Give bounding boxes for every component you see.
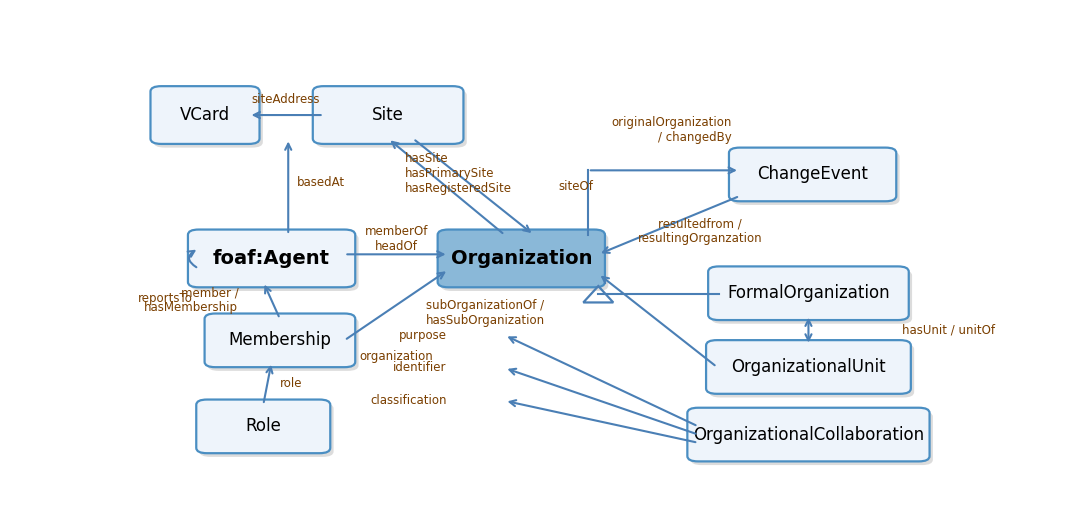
Text: Site: Site [373, 106, 404, 124]
Text: siteOf: siteOf [558, 180, 594, 193]
FancyBboxPatch shape [710, 344, 914, 397]
FancyBboxPatch shape [316, 90, 467, 147]
FancyBboxPatch shape [732, 151, 900, 205]
FancyBboxPatch shape [150, 86, 260, 144]
Text: VCard: VCard [180, 106, 230, 124]
Text: ChangeEvent: ChangeEvent [757, 165, 868, 184]
FancyBboxPatch shape [729, 147, 897, 201]
Text: subOrganizationOf /
hasSubOrganization: subOrganizationOf / hasSubOrganization [425, 298, 545, 327]
Text: hasSite
hasPrimarySite
hasRegisteredSite: hasSite hasPrimarySite hasRegisteredSite [405, 152, 512, 195]
Text: OrganizationalUnit: OrganizationalUnit [731, 358, 886, 376]
Text: Organization: Organization [450, 249, 592, 268]
Text: memberOf
headOf: memberOf headOf [365, 225, 429, 253]
Text: originalOrganization
/ changedBy: originalOrganization / changedBy [611, 117, 731, 144]
Text: foaf:Agent: foaf:Agent [213, 249, 330, 268]
FancyBboxPatch shape [708, 267, 909, 320]
FancyBboxPatch shape [204, 313, 355, 367]
FancyBboxPatch shape [208, 317, 359, 371]
Text: FormalOrganization: FormalOrganization [727, 284, 889, 302]
Text: purpose: purpose [398, 329, 447, 342]
Text: role: role [280, 377, 303, 390]
Text: classification: classification [369, 394, 447, 408]
Text: siteAddress: siteAddress [252, 93, 320, 106]
Text: identifier: identifier [393, 362, 447, 375]
FancyBboxPatch shape [191, 233, 359, 291]
Text: reportsTo: reportsTo [139, 292, 193, 305]
Text: hasUnit / unitOf: hasUnit / unitOf [902, 323, 996, 337]
FancyBboxPatch shape [200, 403, 334, 457]
FancyBboxPatch shape [437, 229, 605, 287]
Text: basedAt: basedAt [296, 176, 345, 189]
FancyBboxPatch shape [154, 90, 263, 147]
Text: resultedfrom /
resultingOrganzation: resultedfrom / resultingOrganzation [638, 217, 763, 245]
FancyBboxPatch shape [691, 411, 933, 465]
Text: Role: Role [245, 418, 281, 435]
Text: organization: organization [360, 350, 433, 363]
FancyBboxPatch shape [711, 270, 912, 324]
FancyBboxPatch shape [197, 400, 331, 453]
FancyBboxPatch shape [687, 408, 930, 461]
Text: Membership: Membership [229, 331, 332, 350]
FancyBboxPatch shape [441, 233, 608, 291]
FancyBboxPatch shape [188, 229, 355, 287]
Text: OrganizationalCollaboration: OrganizationalCollaboration [693, 426, 924, 444]
FancyBboxPatch shape [313, 86, 464, 144]
Text: member /
hasMembership: member / hasMembership [144, 286, 238, 314]
FancyBboxPatch shape [706, 340, 911, 394]
